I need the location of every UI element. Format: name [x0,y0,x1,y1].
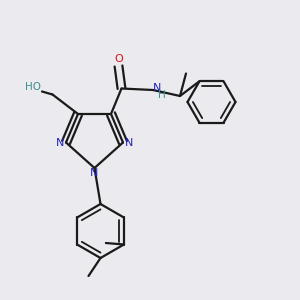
Text: O: O [114,54,123,64]
Text: N: N [152,82,161,93]
Text: H: H [158,90,165,100]
Text: HO: HO [25,82,41,92]
Text: N: N [125,137,133,148]
Text: N: N [90,168,99,178]
Text: N: N [56,137,64,148]
